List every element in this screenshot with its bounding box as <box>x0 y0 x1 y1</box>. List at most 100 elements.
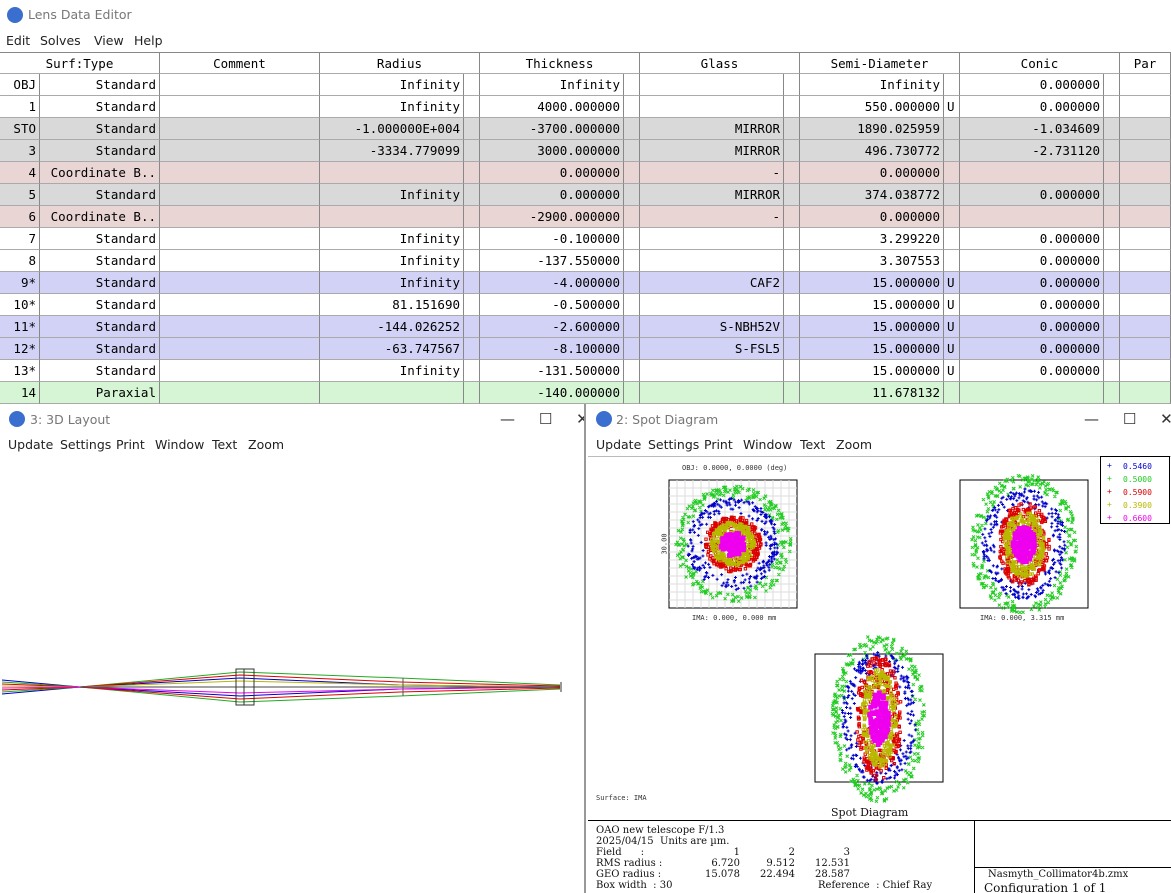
cell[interactable] <box>784 206 800 228</box>
cell-comment[interactable] <box>160 228 320 250</box>
cell-type[interactable]: Standard <box>40 316 160 338</box>
cell-conic[interactable]: -2.731120 <box>960 140 1104 162</box>
cell-thickness[interactable]: Infinity <box>480 74 624 96</box>
cell[interactable] <box>464 360 480 382</box>
cell[interactable] <box>464 96 480 118</box>
cell[interactable] <box>1120 206 1171 228</box>
cell-glass[interactable]: - <box>640 206 784 228</box>
cell[interactable] <box>624 228 640 250</box>
cell-surf[interactable]: 12* <box>0 338 40 360</box>
cell-type[interactable]: Standard <box>40 228 160 250</box>
cell-radius[interactable]: -3334.779099 <box>320 140 464 162</box>
cell[interactable] <box>1104 96 1120 118</box>
cell-type[interactable]: Standard <box>40 250 160 272</box>
cell[interactable] <box>464 316 480 338</box>
cell-thickness[interactable]: 4000.000000 <box>480 96 624 118</box>
cell[interactable] <box>464 140 480 162</box>
cell[interactable] <box>624 96 640 118</box>
cell-semi-solve[interactable] <box>944 228 960 250</box>
cell-type[interactable]: Coordinate B.. <box>40 206 160 228</box>
cell[interactable] <box>624 140 640 162</box>
cell-thickness[interactable]: -140.000000 <box>480 382 624 404</box>
cell-type[interactable]: Standard <box>40 96 160 118</box>
cell-semi[interactable]: 15.000000 <box>800 360 944 382</box>
cell-type[interactable]: Standard <box>40 184 160 206</box>
cell-semi-solve[interactable]: U <box>944 338 960 360</box>
cell-conic[interactable]: 0.000000 <box>960 250 1104 272</box>
cell-semi-solve[interactable] <box>944 74 960 96</box>
cell[interactable] <box>624 294 640 316</box>
cell-thickness[interactable]: 0.000000 <box>480 162 624 184</box>
cell-conic[interactable]: 0.000000 <box>960 184 1104 206</box>
cell-semi-solve[interactable]: U <box>944 294 960 316</box>
cell-semi-solve[interactable] <box>944 140 960 162</box>
menu-item[interactable]: Edit <box>6 33 31 48</box>
cell-comment[interactable] <box>160 118 320 140</box>
cell-radius[interactable]: Infinity <box>320 360 464 382</box>
cell-type[interactable]: Standard <box>40 118 160 140</box>
cell[interactable] <box>464 118 480 140</box>
cell-thickness[interactable]: -131.500000 <box>480 360 624 382</box>
cell[interactable] <box>1120 272 1171 294</box>
cell-glass[interactable] <box>640 250 784 272</box>
menu-item[interactable]: Settings <box>60 437 112 452</box>
cell-semi-solve[interactable] <box>944 184 960 206</box>
cell-surf[interactable]: 11* <box>0 316 40 338</box>
cell[interactable] <box>624 74 640 96</box>
cell-glass[interactable]: MIRROR <box>640 140 784 162</box>
cell-type[interactable]: Standard <box>40 360 160 382</box>
cell-radius[interactable]: Infinity <box>320 228 464 250</box>
cell[interactable] <box>464 228 480 250</box>
cell-type[interactable]: Standard <box>40 338 160 360</box>
cell-glass[interactable] <box>640 294 784 316</box>
cell[interactable] <box>1120 184 1171 206</box>
cell[interactable] <box>784 360 800 382</box>
cell-glass[interactable] <box>640 96 784 118</box>
cell-thickness[interactable]: -8.100000 <box>480 338 624 360</box>
cell-type[interactable]: Standard <box>40 74 160 96</box>
cell[interactable] <box>624 184 640 206</box>
cell[interactable] <box>784 250 800 272</box>
cell[interactable] <box>1120 316 1171 338</box>
cell-glass[interactable]: MIRROR <box>640 118 784 140</box>
cell-semi-solve[interactable]: U <box>944 96 960 118</box>
cell-surf[interactable]: 7 <box>0 228 40 250</box>
cell-semi[interactable]: 496.730772 <box>800 140 944 162</box>
cell-semi[interactable]: 3.299220 <box>800 228 944 250</box>
cell[interactable] <box>1104 184 1120 206</box>
cell-thickness[interactable]: 3000.000000 <box>480 140 624 162</box>
cell[interactable] <box>464 382 480 404</box>
cell[interactable] <box>1104 228 1120 250</box>
cell[interactable] <box>784 338 800 360</box>
cell[interactable] <box>624 338 640 360</box>
cell-semi-solve[interactable] <box>944 162 960 184</box>
cell-conic[interactable] <box>960 382 1104 404</box>
cell[interactable] <box>1120 338 1171 360</box>
cell[interactable] <box>784 316 800 338</box>
cell-thickness[interactable]: -4.000000 <box>480 272 624 294</box>
cell-surf[interactable]: 8 <box>0 250 40 272</box>
menu-item[interactable]: Settings <box>648 437 700 452</box>
menu-item[interactable]: Zoom <box>248 437 285 452</box>
cell[interactable] <box>1104 140 1120 162</box>
cell-conic[interactable] <box>960 162 1104 184</box>
cell-radius[interactable]: Infinity <box>320 184 464 206</box>
cell-thickness[interactable]: -3700.000000 <box>480 118 624 140</box>
cell-glass[interactable] <box>640 360 784 382</box>
cell-comment[interactable] <box>160 74 320 96</box>
cell[interactable] <box>624 360 640 382</box>
menu-item[interactable]: Update <box>596 437 642 452</box>
cell[interactable] <box>464 250 480 272</box>
cell[interactable] <box>1120 96 1171 118</box>
cell-glass[interactable]: CAF2 <box>640 272 784 294</box>
cell-semi-solve[interactable] <box>944 250 960 272</box>
menu-item[interactable]: Window <box>743 437 793 452</box>
cell-comment[interactable] <box>160 382 320 404</box>
cell-type[interactable]: Standard <box>40 272 160 294</box>
cell-thickness[interactable]: 0.000000 <box>480 184 624 206</box>
cell-semi[interactable]: Infinity <box>800 74 944 96</box>
cell-comment[interactable] <box>160 206 320 228</box>
cell[interactable] <box>464 294 480 316</box>
cell-thickness[interactable]: -0.100000 <box>480 228 624 250</box>
cell-radius[interactable]: Infinity <box>320 96 464 118</box>
